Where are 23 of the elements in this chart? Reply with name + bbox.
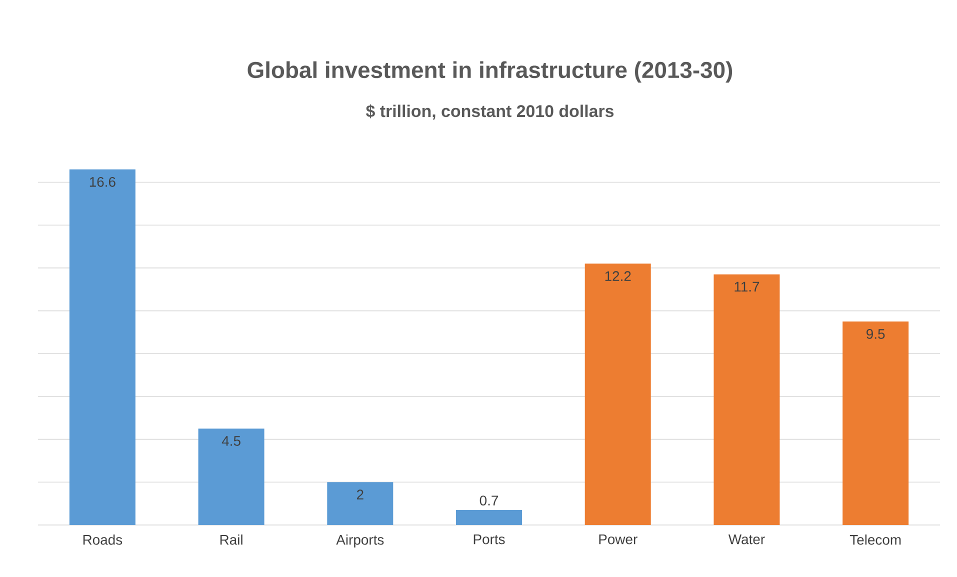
bar — [842, 322, 909, 525]
bar — [69, 169, 136, 525]
x-tick-label: Water — [728, 534, 765, 544]
bar — [456, 510, 522, 525]
data-label: 9.5 — [866, 329, 885, 339]
data-label: 4.5 — [222, 436, 240, 446]
chart-subtitle: $ trillion, constant 2010 dollars — [366, 104, 614, 120]
data-label: 12.2 — [605, 271, 631, 281]
x-tick-label: Power — [599, 534, 638, 544]
data-label: 11.7 — [734, 282, 760, 292]
x-tick-label: Roads — [83, 534, 122, 545]
bar — [714, 274, 780, 525]
x-tick-label: Rail — [220, 534, 242, 545]
x-tick-label: Ports — [474, 534, 505, 544]
bar — [198, 428, 264, 525]
chart-title: Global investment in infrastructure (2013-30) — [248, 61, 732, 83]
x-tick-label: Telecom — [850, 534, 901, 545]
bar — [327, 482, 394, 525]
x-tick-label: Airports — [336, 534, 384, 548]
data-label: 2 — [356, 490, 364, 500]
data-label: 0.7 — [480, 496, 498, 506]
bar — [584, 264, 651, 525]
data-label: 16.6 — [90, 176, 116, 187]
